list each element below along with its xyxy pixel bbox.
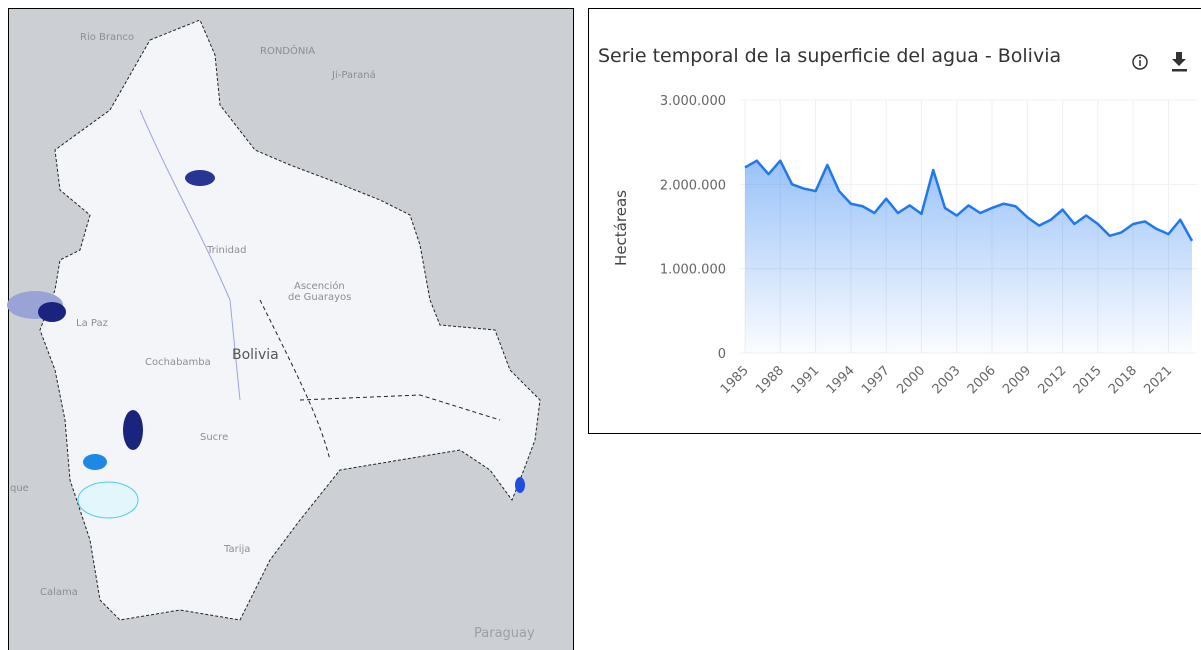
info-icon[interactable] (1132, 54, 1148, 70)
line (744, 159, 1194, 242)
map-label: RONDÔNIA (260, 44, 315, 57)
map-label: Bolivia (232, 347, 279, 363)
river (139, 109, 241, 401)
border (259, 299, 331, 461)
border (299, 394, 501, 421)
map-label: Calama (40, 587, 78, 598)
map-label: Ji-Paraná (331, 69, 376, 81)
map-label: Paraguay (474, 626, 535, 641)
map-label: La Paz (76, 318, 108, 329)
salt-flat (77, 481, 139, 519)
download-icon[interactable] (1172, 52, 1187, 72)
chart-panel: Serie temporal de la superficie del agua… (588, 8, 1201, 434)
map-label: Tarija (223, 544, 250, 555)
map-label: Trinidad (206, 245, 246, 256)
lake (515, 477, 525, 493)
map-label: Rio Branco (80, 32, 134, 43)
lake (83, 454, 107, 470)
area (745, 160, 1192, 353)
country-shape (39, 19, 541, 621)
lake (38, 302, 66, 322)
map-label: que (10, 483, 29, 494)
y-tick-label: 0 (718, 347, 726, 362)
lake (123, 410, 143, 450)
y-tick-label: 2.000.000 (660, 178, 726, 193)
lake (185, 170, 215, 186)
chart-title: Serie temporal de la superficie del agua… (598, 45, 1061, 67)
y-tick-label: 3.000.000 (660, 94, 726, 109)
map-label: Cochabamba (145, 357, 211, 368)
y-tick-label: 1.000.000 (660, 263, 726, 278)
map-panel[interactable]: Rio Branco RONDÔNIA Ji-Paraná Trinidad Ascen… (7, 8, 574, 650)
map-label: Ascención (294, 280, 345, 292)
map-label: de Guarayos (288, 292, 351, 303)
map-label: Sucre (200, 432, 228, 443)
y-axis-label: Hectáreas (612, 190, 630, 266)
